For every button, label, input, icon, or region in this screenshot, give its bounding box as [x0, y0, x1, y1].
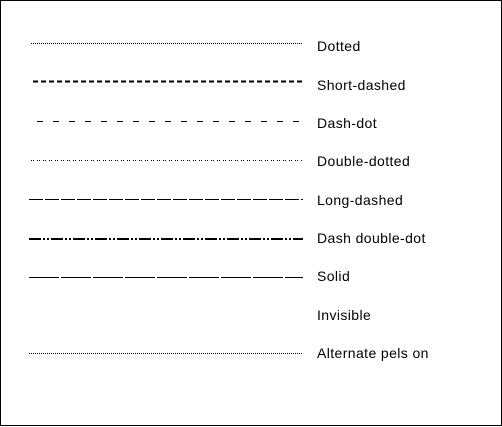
- label-dash-dot: Dash-dot: [317, 115, 378, 131]
- label-solid: Solid: [317, 268, 351, 284]
- label-long-dashed: Long-dashed: [317, 192, 404, 208]
- label-dotted: Dotted: [317, 38, 361, 54]
- label-dash-double-dot: Dash double-dot: [317, 230, 426, 246]
- label-double-dotted: Double-dotted: [317, 153, 411, 169]
- label-invisible: Invisible: [317, 307, 372, 323]
- label-alternate-pels-on: Alternate pels on: [317, 345, 429, 361]
- label-short-dashed: Short-dashed: [317, 77, 406, 93]
